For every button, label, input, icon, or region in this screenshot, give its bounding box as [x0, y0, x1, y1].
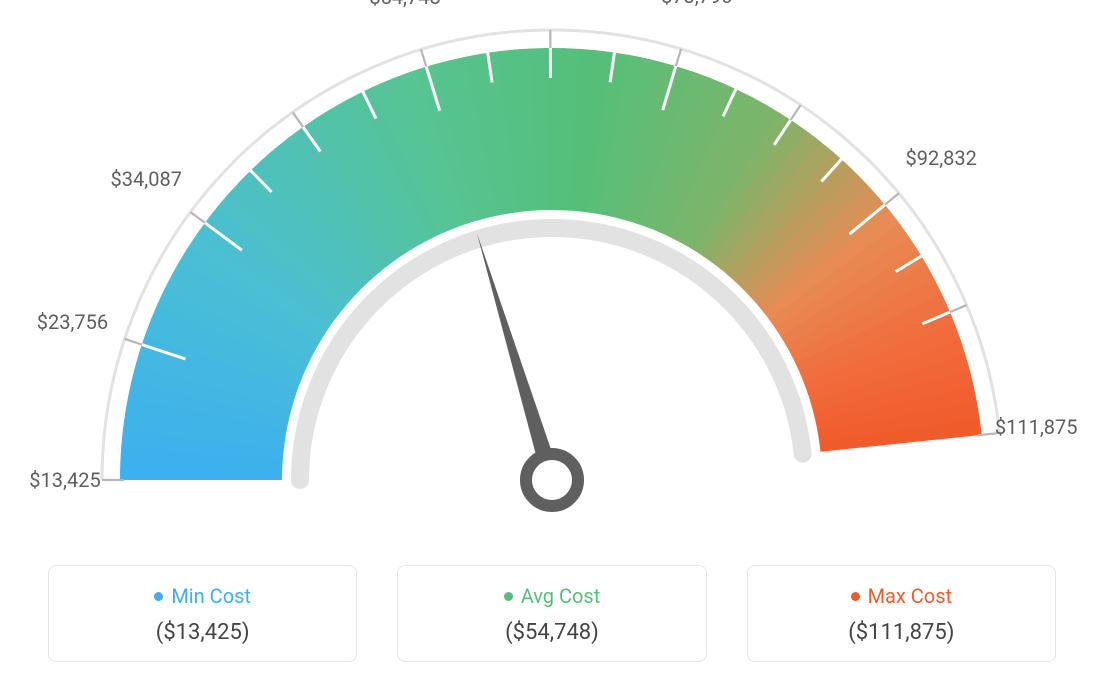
gauge-tick-label: $73,790 [661, 0, 732, 8]
legend-label: Min Cost [171, 584, 251, 608]
legend-card: Avg Cost ($54,748) [397, 565, 706, 662]
cost-gauge-widget: $13,425 $23,756 $34,087 $54,748 $73,790 $92,8… [0, 0, 1104, 690]
gauge-tick-label: $13,425 [29, 468, 100, 492]
legend-dot-icon [504, 592, 513, 601]
legend-row: Min Cost ($13,425) Avg Cost ($54,748) Max Co… [0, 565, 1104, 662]
legend-value: ($111,875) [748, 620, 1055, 645]
legend-card: Min Cost ($13,425) [48, 565, 357, 662]
legend-value: ($13,425) [49, 620, 356, 645]
legend-title: Avg Cost [504, 584, 601, 608]
legend-title: Min Cost [154, 584, 251, 608]
legend-label: Avg Cost [521, 584, 601, 608]
legend-dot-icon [154, 592, 163, 601]
legend-value: ($54,748) [398, 620, 705, 645]
gauge-tick-label: $23,756 [37, 310, 108, 334]
gauge-tick-label: $54,748 [369, 0, 440, 9]
legend-label: Max Cost [868, 584, 953, 608]
legend-card: Max Cost ($111,875) [747, 565, 1056, 662]
gauge-chart [0, 0, 1104, 560]
gauge-tick-label: $111,875 [995, 415, 1078, 439]
gauge-tick-label: $92,832 [906, 146, 977, 170]
legend-title: Max Cost [851, 584, 953, 608]
legend-dot-icon [851, 592, 860, 601]
gauge-area: $13,425 $23,756 $34,087 $54,748 $73,790 $92,8… [0, 0, 1104, 560]
gauge-tick-label: $34,087 [111, 167, 182, 191]
